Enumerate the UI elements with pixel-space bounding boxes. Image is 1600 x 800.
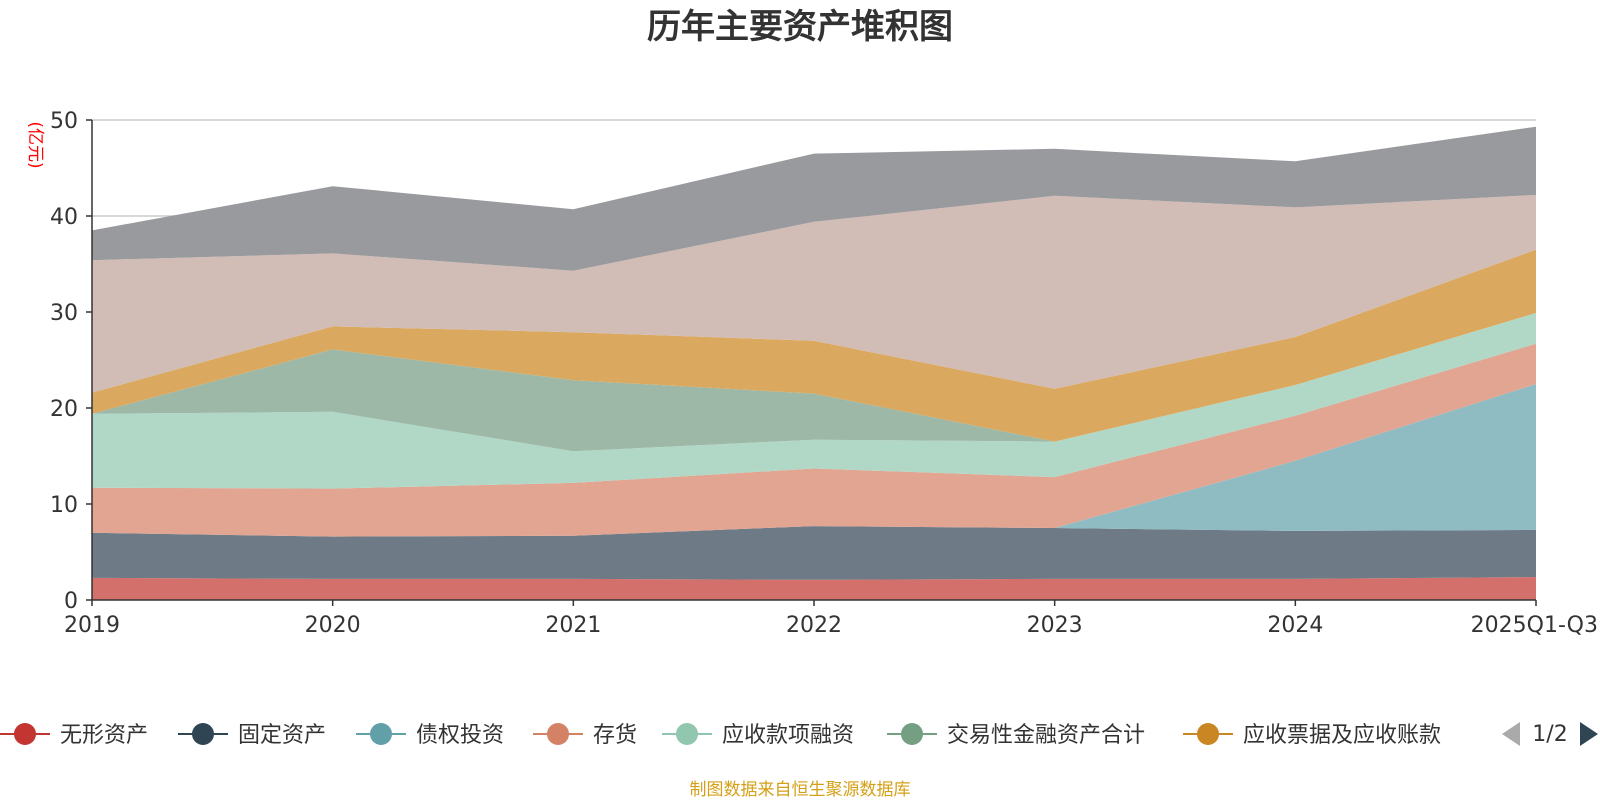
legend-marker-icon xyxy=(14,723,36,745)
x-tick-label: 2024 xyxy=(1267,613,1323,638)
legend-marker-icon xyxy=(547,723,569,745)
legend-label: 应收款项融资 xyxy=(722,723,854,748)
area-series xyxy=(92,194,1536,393)
y-axis-unit-label: (亿元) xyxy=(25,121,45,168)
y-tick-label: 40 xyxy=(50,205,78,230)
legend-page-indicator: 1/2 xyxy=(1532,722,1567,747)
legend-label: 债权投资 xyxy=(416,723,504,748)
y-tick-label: 20 xyxy=(50,397,78,422)
legend-label: 存货 xyxy=(593,723,637,748)
area-series xyxy=(92,384,1536,537)
area-series xyxy=(92,526,1536,580)
legend-prev-page-icon[interactable] xyxy=(1502,722,1520,746)
chart-title: 历年主要资产堆积图 xyxy=(647,7,953,47)
area-series xyxy=(92,313,1536,452)
legend: 无形资产 固定资产 债权投资 存货 应收款项融资 交易性金融资产合计 应收票据及应收账款 xyxy=(0,723,1441,748)
x-tick-label: 2022 xyxy=(786,613,842,638)
legend-label: 无形资产 xyxy=(60,723,148,748)
y-tick-label: 50 xyxy=(50,109,78,134)
y-tick-label: 10 xyxy=(50,493,78,518)
x-tick-label: 2025Q1-Q3 xyxy=(1471,613,1598,638)
legend-marker-icon xyxy=(192,723,214,745)
legend-item[interactable]: 应收款项融资 xyxy=(662,723,854,748)
data-source-note: 制图数据来自恒生聚源数据库 xyxy=(690,780,911,800)
x-tick-label: 2019 xyxy=(64,613,120,638)
legend-label: 交易性金融资产合计 xyxy=(947,723,1145,748)
area-series xyxy=(92,249,1536,442)
legend-item[interactable]: 无形资产 xyxy=(0,723,148,748)
x-tick-label: 2020 xyxy=(305,613,361,638)
x-tick-label: 2023 xyxy=(1027,613,1083,638)
legend-item[interactable]: 固定资产 xyxy=(178,723,326,748)
area-series xyxy=(92,313,1536,489)
area-series xyxy=(92,343,1536,537)
legend-item[interactable]: 债权投资 xyxy=(356,723,504,748)
x-tick-label: 2021 xyxy=(545,613,601,638)
legend-label: 应收票据及应收账款 xyxy=(1243,723,1441,748)
legend-item[interactable]: 应收票据及应收账款 xyxy=(1183,723,1441,748)
area-series xyxy=(92,126,1536,271)
legend-label: 固定资产 xyxy=(238,723,326,748)
legend-item[interactable]: 存货 xyxy=(533,723,637,748)
y-tick-label: 0 xyxy=(64,589,78,614)
legend-pager: 1/2 xyxy=(1502,722,1598,747)
area-series-group xyxy=(92,126,1536,600)
legend-item[interactable]: 交易性金融资产合计 xyxy=(887,723,1145,748)
legend-marker-icon xyxy=(676,723,698,745)
legend-marker-icon xyxy=(1197,723,1219,745)
y-tick-label: 30 xyxy=(50,301,78,326)
area-series xyxy=(92,577,1536,600)
legend-marker-icon xyxy=(370,723,392,745)
axes: 0 10 20 30 40 50 2019 2020 2021 2022 2023 2024 2025Q… xyxy=(50,109,1598,638)
legend-next-page-icon[interactable] xyxy=(1580,722,1598,746)
legend-marker-icon xyxy=(901,723,923,745)
